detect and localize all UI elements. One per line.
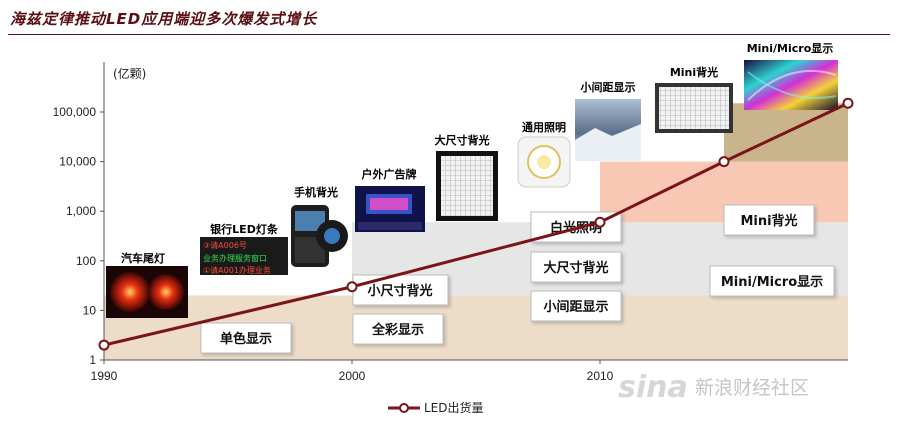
chart-title: 海兹定律推动LED应用端迎多次爆发式增长 [10, 10, 318, 28]
y-tick-label: 1,000 [66, 204, 96, 218]
data-point [842, 97, 854, 109]
watermark-logo: sina [618, 370, 688, 405]
x-tick-label: 2010 [587, 369, 614, 383]
app-bank-sign: 银行LED灯条 ③请A006号 业务办理服务窗口 ①请A001办理业务 [200, 222, 288, 275]
segment-label-full-color: 全彩显示 [371, 322, 424, 338]
app-mini-backlight: Mini背光 [655, 65, 733, 133]
segment-label-fine-pitch: 小间距显示 [543, 299, 608, 315]
series-led-shipment [98, 97, 854, 351]
app-label-car-taillight: 汽车尾灯 [121, 251, 165, 265]
x-tick-label: 2000 [339, 369, 366, 383]
y-tick-label: 10,000 [59, 155, 96, 169]
segment-label-small-backlight: 小尺寸背光 [367, 283, 432, 299]
segment-fine-pitch: 小间距显示 [530, 290, 622, 322]
segment-full-color: 全彩显示 [352, 313, 444, 345]
app-mini-micro-display: Mini/Micro显示 [744, 42, 838, 110]
app-label-mini-micro-display: Mini/Micro显示 [747, 42, 834, 55]
x-ticks: 1990 2000 2010 [91, 360, 614, 383]
app-large-backlight: 大尺寸背光 [435, 133, 498, 221]
data-point [346, 281, 358, 293]
app-car-taillight: 汽车尾灯 [106, 251, 188, 318]
app-label-phone-backlight: 手机背光 [294, 185, 338, 199]
app-phone-backlight: 手机背光 [291, 185, 348, 267]
y-unit-label: (亿颗) [113, 66, 146, 81]
watermark: sina 新浪财经社区 [618, 370, 809, 405]
x-tick-label: 1990 [91, 369, 118, 383]
svg-text:③请A006号: ③请A006号 [203, 240, 247, 250]
app-label-fine-pitch-display: 小间距显示 [580, 80, 636, 94]
watermark-text: 新浪财经社区 [695, 377, 809, 399]
y-tick-label: 100 [76, 254, 96, 268]
micro-display-image [744, 60, 838, 110]
y-tick-label: 100,000 [53, 105, 97, 119]
y-ticks: 1 10 100 1,000 10,000 100,000 [53, 105, 104, 367]
app-outdoor-billboard: 户外广告牌 [355, 167, 425, 232]
segment-label-single-color: 单色显示 [220, 331, 272, 347]
y-tick-label: 1 [89, 353, 96, 367]
app-label-mini-backlight: Mini背光 [670, 65, 718, 79]
svg-text:①请A001办理业务: ①请A001办理业务 [203, 265, 271, 275]
app-label-general-lighting: 通用照明 [522, 121, 566, 134]
legend-label: LED出货量 [424, 400, 484, 415]
title-divider [8, 34, 890, 35]
data-point [718, 156, 730, 168]
y-tick-label: 10 [83, 303, 97, 317]
app-label-bank-sign: 银行LED灯条 [210, 222, 279, 236]
data-point [594, 216, 606, 228]
segment-label-large-backlight: 大尺寸背光 [543, 260, 608, 276]
segment-large-backlight: 大尺寸背光 [530, 251, 622, 283]
segment-single-color: 单色显示 [200, 322, 292, 354]
legend-marker [399, 403, 409, 413]
segment-label-mini-micro-display: Mini/Micro显示 [721, 275, 823, 290]
app-label-large-backlight: 大尺寸背光 [435, 133, 490, 147]
segment-mini-micro-display: Mini/Micro显示 [709, 265, 835, 297]
segment-label-mini-backlight: Mini背光 [740, 213, 797, 229]
legend: LED出货量 [388, 400, 484, 415]
segment-small-backlight: 小尺寸背光 [352, 274, 449, 306]
app-general-lighting: 通用照明 [517, 121, 571, 188]
app-fine-pitch-display: 小间距显示 [575, 80, 641, 161]
data-point [98, 339, 110, 351]
svg-text:业务办理服务窗口: 业务办理服务窗口 [203, 253, 267, 263]
bank-sign-image [200, 237, 288, 275]
segment-mini-backlight: Mini背光 [723, 204, 815, 236]
app-label-outdoor-billboard: 户外广告牌 [362, 167, 417, 181]
